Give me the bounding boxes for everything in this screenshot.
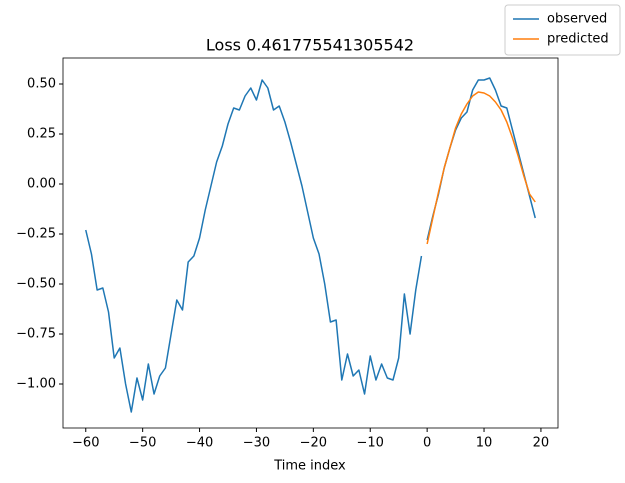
x-tick-label: −10 [357,436,384,451]
x-axis-label: Time index [273,459,346,474]
x-tick-label: 10 [476,436,493,451]
series-line [426,91,536,245]
chart-title: Loss 0.461775541305542 [206,36,414,55]
x-tick-label: −60 [72,436,99,451]
x-tick-label: 0 [423,436,431,451]
y-tick-label: 0.00 [27,177,56,192]
y-tick-label: −0.25 [16,227,56,242]
y-tick-label: −1.00 [16,377,56,392]
plot-frame [62,57,559,429]
y-tick-label: 0.25 [27,127,56,142]
series-line [85,79,423,413]
y-tick-label: −0.75 [16,327,56,342]
legend-label: predicted [547,32,609,47]
legend-label: observed [547,12,607,27]
x-tick-label: −30 [243,436,270,451]
x-tick-label: −40 [186,436,213,451]
y-tick-label: 0.50 [27,77,56,92]
x-tick-label: −50 [129,436,156,451]
x-tick-label: −20 [300,436,327,451]
legend-box [504,4,621,56]
x-tick-label: 20 [533,436,550,451]
y-tick-label: −0.50 [16,277,56,292]
